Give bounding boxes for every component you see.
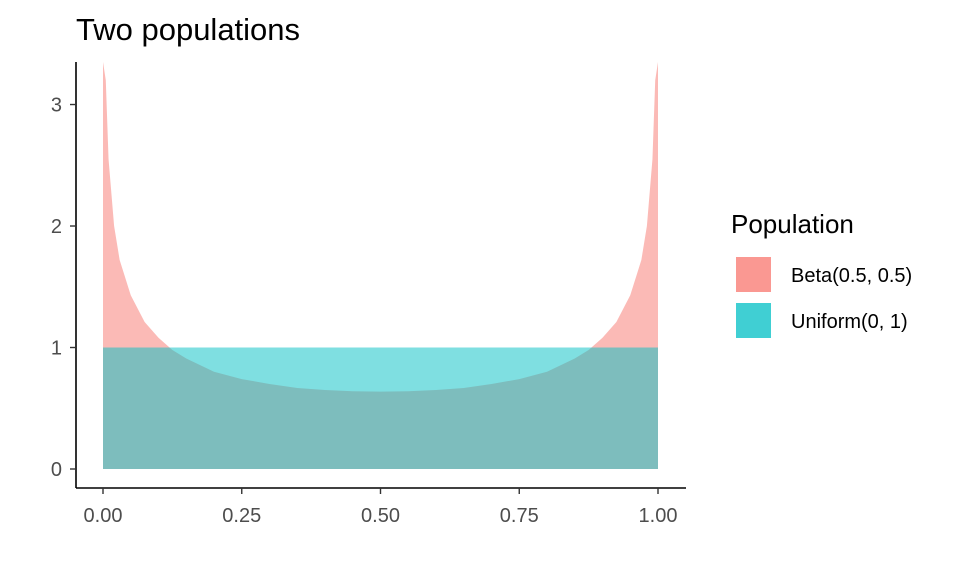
legend-label-1: Beta(0.5, 0.5) <box>791 265 912 287</box>
x-tick-label: 0.50 <box>361 505 400 527</box>
plot-areas <box>103 62 658 469</box>
y-tick-label: 3 <box>51 95 62 117</box>
series-area-2 <box>103 347 658 469</box>
y-tick-label: 0 <box>51 459 62 481</box>
x-tick-label: 1.00 <box>639 505 678 527</box>
y-tick-label: 1 <box>51 338 62 360</box>
x-tick-label: 0.75 <box>500 505 539 527</box>
chart-title: Two populations <box>76 12 300 47</box>
legend-title: Population <box>731 209 854 239</box>
legend-label-2: Uniform(0, 1) <box>791 311 908 333</box>
axes: 0.00 0.25 0.50 0.75 1.00 0 1 2 3 <box>51 62 686 527</box>
legend: Population Beta(0.5, 0.5) Uniform(0, 1) <box>731 209 912 338</box>
x-tick-label: 0.00 <box>84 505 123 527</box>
x-tick-label: 0.25 <box>222 505 261 527</box>
y-tick-label: 2 <box>51 216 62 238</box>
legend-key-2 <box>736 303 771 338</box>
legend-key-1 <box>736 257 771 292</box>
